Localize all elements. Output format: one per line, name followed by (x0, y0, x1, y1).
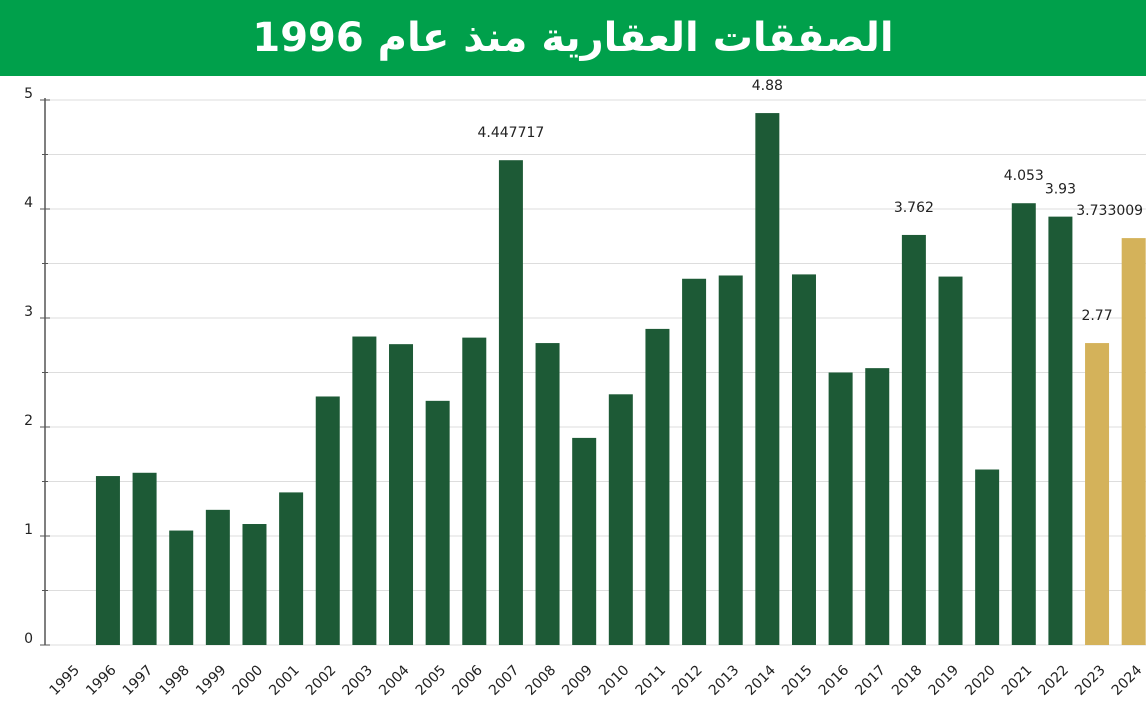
x-tick-label: 1996 (83, 662, 120, 699)
x-tick-label: 2008 (523, 662, 560, 699)
x-tick-label: 2016 (816, 662, 853, 699)
bar (608, 394, 633, 645)
x-tick-label: 2022 (1036, 662, 1073, 699)
bar (755, 113, 780, 645)
y-tick-label: 5 (24, 86, 33, 102)
y-tick-label: 1 (24, 522, 33, 538)
x-tick-label: 2019 (926, 662, 963, 699)
x-tick-label: 2014 (742, 662, 779, 699)
value-label: 4.053 (1004, 168, 1044, 184)
x-tick-label: 2011 (633, 662, 670, 699)
x-tick-label: 1997 (120, 662, 157, 699)
x-tick-label: 1998 (156, 662, 193, 699)
x-tick-label: 2002 (303, 662, 340, 699)
x-tick-label: 2012 (669, 662, 706, 699)
x-tick-label: 2006 (449, 662, 486, 699)
bar (1011, 203, 1036, 645)
x-tick-label: 1995 (46, 662, 83, 699)
bar (169, 530, 194, 645)
x-tick-label: 2004 (376, 662, 413, 699)
bar (865, 368, 890, 645)
x-tick-label: 2015 (779, 662, 816, 699)
x-tick-label: 2005 (413, 662, 450, 699)
bar (1085, 343, 1110, 645)
bar (425, 400, 450, 645)
x-tick-label: 2018 (889, 662, 926, 699)
value-label: 3.93 (1045, 182, 1076, 198)
bar (828, 372, 853, 645)
bar (242, 524, 267, 645)
y-tick-label: 0 (24, 631, 33, 647)
bar (389, 344, 414, 645)
bar (645, 328, 670, 645)
bar (1048, 216, 1073, 645)
x-tick-label: 2003 (340, 662, 377, 699)
x-tick-label: 2000 (230, 662, 267, 699)
chart-title: الصفقات العقارية منذ عام 1996 (252, 15, 893, 61)
bar (938, 276, 963, 645)
x-tick-label: 2010 (596, 662, 633, 699)
y-tick-label: 4 (24, 195, 33, 211)
x-tick-label: 1999 (193, 662, 230, 699)
bar (975, 469, 1000, 645)
x-tick-label: 2020 (962, 662, 999, 699)
bar (535, 343, 560, 645)
bar (95, 476, 120, 645)
bar (315, 396, 340, 645)
value-label: 3.762 (894, 200, 934, 216)
bar (1121, 238, 1146, 645)
x-tick-label: 2013 (706, 662, 743, 699)
x-tick-label: 2024 (1109, 662, 1146, 699)
bar (462, 337, 487, 645)
bar (205, 509, 230, 645)
bar (279, 492, 304, 645)
bar (718, 275, 743, 645)
x-tick-label: 2007 (486, 662, 523, 699)
y-tick-label: 3 (24, 304, 33, 320)
value-label: 4.88 (752, 78, 783, 94)
bar (132, 472, 157, 645)
x-tick-label: 2023 (1072, 662, 1109, 699)
x-tick-label: 2001 (266, 662, 303, 699)
bar (791, 274, 816, 645)
value-label: 2.77 (1081, 308, 1112, 324)
x-tick-label: 2009 (559, 662, 596, 699)
bar (572, 437, 597, 645)
bar (352, 336, 377, 645)
value-label: 4.447717 (478, 125, 545, 141)
x-tick-label: 2021 (999, 662, 1036, 699)
y-tick-label: 2 (24, 413, 33, 429)
bar (901, 234, 926, 645)
x-tick-label: 2017 (852, 662, 889, 699)
header-band (0, 0, 1146, 76)
value-label: 3.733009 (1076, 203, 1143, 219)
bar (498, 160, 523, 645)
bar (682, 278, 707, 645)
